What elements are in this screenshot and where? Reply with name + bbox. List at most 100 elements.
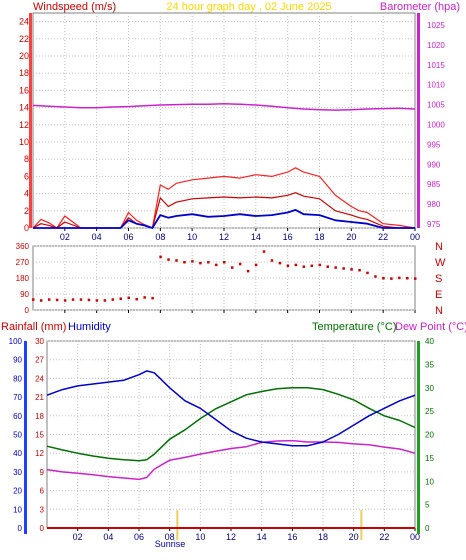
wind-direction-point (183, 261, 186, 264)
direction-tick-label: 360 (16, 242, 30, 251)
humidity-tick-label: 20 (13, 487, 22, 496)
wind-direction-point (215, 263, 218, 267)
barometer-axis-label: Barometer (hpa) (380, 1, 460, 13)
windspeed-tick-label: 18 (19, 68, 29, 78)
wind-direction-point (302, 265, 306, 268)
wind-direction-point (270, 259, 274, 262)
windspeed-tick-label: 12 (19, 120, 29, 130)
wind-direction-point (238, 262, 242, 266)
direction-tick-label: 180 (16, 274, 30, 283)
windspeed-tick-label: 24 (19, 17, 29, 27)
wind-direction-point (79, 298, 83, 301)
rainfall-tick-label: 9 (40, 468, 45, 477)
compass-label: E (435, 289, 442, 301)
humidity-tick-label: 0 (18, 524, 23, 533)
barometer-tick-label: 1015 (427, 61, 445, 70)
wind-panel-x-tick-label: 08 (155, 232, 165, 242)
humidity-line (46, 370, 416, 447)
temperature-tick-label: 30 (425, 384, 434, 393)
humidity-tick-label: 30 (13, 468, 22, 477)
wind-direction-point (55, 298, 59, 302)
direction-tick-label: 0 (25, 306, 30, 315)
rainfall-tick-label: 30 (35, 337, 44, 346)
windspeed-tick-label: 16 (19, 85, 29, 95)
wind-direction-point (254, 263, 258, 267)
climate-panel-x-tick-label: 20 (349, 532, 359, 542)
climate-panel-x-tick-label: 12 (226, 532, 236, 542)
barometer-tick-label: 980 (427, 200, 441, 209)
humidity-tick-label: 70 (13, 393, 22, 402)
barometer-axis-bar (417, 13, 420, 228)
windspeed-tick-label: 20 (19, 51, 29, 61)
wind-direction-point (87, 298, 91, 302)
climate-panel-x-tick-label: 14 (257, 532, 267, 542)
rainfall-tick-label: 27 (35, 356, 44, 365)
rainfall-axis-label: Rainfall (mm) (1, 321, 66, 333)
compass-label: N (435, 305, 443, 317)
rainfall-tick-label: 24 (35, 374, 44, 383)
wind-direction-point (199, 261, 202, 265)
dewpoint-axis-label: Dew Point (°C) (395, 321, 466, 333)
wind-direction-point (342, 267, 345, 270)
windspeed-tick-label: 10 (19, 137, 29, 147)
wind-panel-x-tick-label: 14 (251, 232, 261, 242)
wind-direction-point (286, 264, 290, 268)
wind-panel-x-tick-label: 16 (283, 232, 293, 242)
rainfall-tick-label: 21 (35, 393, 44, 402)
wind-panel-x-tick-label: 10 (187, 232, 197, 242)
barometer-tick-label: 1005 (427, 101, 445, 110)
rainfall-tick-label: 0 (40, 524, 45, 533)
rainfall-tick-label: 12 (35, 449, 44, 458)
temperature-tick-label: 0 (425, 524, 430, 533)
wind-direction-point (127, 296, 130, 300)
windspeed-tick-label: 14 (19, 103, 29, 113)
wind-direction-point (374, 275, 377, 278)
wind-panel-x-tick-label: 02 (60, 232, 70, 242)
temperature-axis-bar (417, 341, 420, 534)
humidity-tick-label: 90 (13, 356, 22, 365)
wind-direction-point (167, 258, 170, 261)
humidity-tick-label: 100 (9, 337, 23, 346)
windspeed-tick-label: 4 (24, 189, 29, 199)
sunrise-label: Sunrise (155, 539, 186, 549)
barometer-tick-label: 1025 (427, 21, 445, 30)
wind-direction-point (382, 277, 385, 280)
wind-direction-point (262, 250, 266, 253)
rainfall-tick-label: 3 (40, 505, 45, 514)
graph-title: 24 hour graph day , 02 June 2025 (166, 1, 331, 13)
wind-direction-point (246, 269, 250, 273)
wind-direction-point (398, 276, 401, 280)
wind-direction-point (414, 277, 417, 280)
rainfall-tick-label: 6 (40, 487, 45, 496)
wind-direction-point (310, 264, 314, 268)
barometer-tick-label: 1010 (427, 81, 445, 90)
direction-tick-label: 90 (20, 290, 29, 299)
wind-direction-point (334, 266, 337, 269)
wind-panel-x-tick-label: 20 (346, 232, 356, 242)
wind-direction-point (111, 298, 115, 301)
wind-direction-point (326, 265, 329, 268)
barometer-line (32, 103, 416, 111)
wind-direction-point (230, 266, 234, 269)
windspeed-axis-bar (29, 13, 32, 228)
wind-direction-point (390, 277, 393, 280)
wind-direction-point (119, 297, 123, 300)
wind-direction-point (175, 259, 178, 262)
wind-average-line (33, 209, 415, 229)
climate-panel-x-tick-label: 22 (379, 532, 389, 542)
humidity-tick-label: 50 (13, 431, 22, 440)
wind-panel-x-tick-label: 06 (123, 232, 133, 242)
climate-panel-x-tick-label: 06 (134, 532, 144, 542)
wind-panel-x-tick-label: 22 (378, 232, 388, 242)
wind-direction-point (95, 299, 99, 302)
barometer-tick-label: 985 (427, 180, 441, 189)
wind-direction-point (63, 299, 67, 302)
barometer-tick-label: 990 (427, 160, 441, 169)
rainfall-tick-label: 18 (35, 412, 44, 421)
climate-panel-x-tick-label: 10 (195, 532, 205, 542)
wind-direction-point (71, 298, 75, 301)
wind-panel-x-tick-label: 04 (92, 232, 102, 242)
compass-label: S (435, 273, 442, 285)
temperature-tick-label: 35 (425, 360, 434, 369)
